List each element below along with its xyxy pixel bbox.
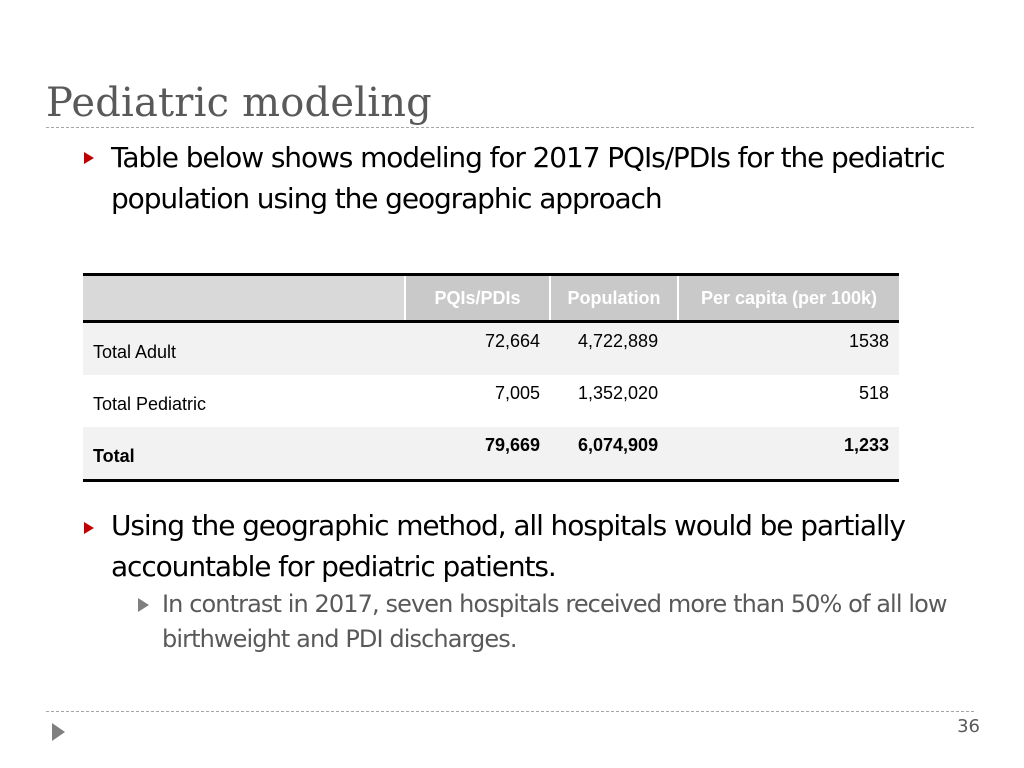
cell-per-capita: 1,233 [678,427,899,482]
table-row: Total Adult 72,664 4,722,889 1538 [83,321,899,375]
header-per-capita: Per capita (per 100k) [677,273,899,323]
header-population: Population [549,273,678,323]
bullet-arrow-icon [84,522,94,534]
sub-bullet-arrow-icon [138,598,149,612]
title-divider [46,127,974,128]
cell-per-capita: 1538 [678,321,899,375]
header-empty [83,273,405,323]
row-label: Total Adult [83,321,405,375]
cell-pqis: 7,005 [405,375,550,427]
cell-population: 6,074,909 [550,427,678,482]
cell-pqis: 72,664 [405,321,550,375]
row-label: Total Pediatric [83,375,405,427]
table-header-row: PQIs/PDIs Population Per capita (per 100… [83,273,899,323]
footer-divider [46,711,974,712]
bullet-arrow-icon [84,152,94,164]
table-row-total: Total 79,669 6,074,909 1,233 [83,427,899,482]
slide-title: Pediatric modeling [46,80,432,126]
row-label: Total [83,427,405,482]
cell-population: 1,352,020 [550,375,678,427]
page-number: 36 [957,716,980,737]
cell-population: 4,722,889 [550,321,678,375]
header-pqis-pdis: PQIs/PDIs [404,273,550,323]
table-row: Total Pediatric 7,005 1,352,020 518 [83,375,899,427]
pqi-table: PQIs/PDIs Population Per capita (per 100… [83,273,899,482]
bullet-text-first: Table below shows modeling for 2017 PQIs… [111,141,946,215]
footer-arrow-icon [52,723,65,741]
cell-pqis: 79,669 [405,427,550,482]
sub-bullet-text: In contrast in 2017, seven hospitals rec… [162,590,948,653]
bullet-text-second: Using the geographic method, all hospita… [111,509,906,583]
cell-per-capita: 518 [678,375,899,427]
